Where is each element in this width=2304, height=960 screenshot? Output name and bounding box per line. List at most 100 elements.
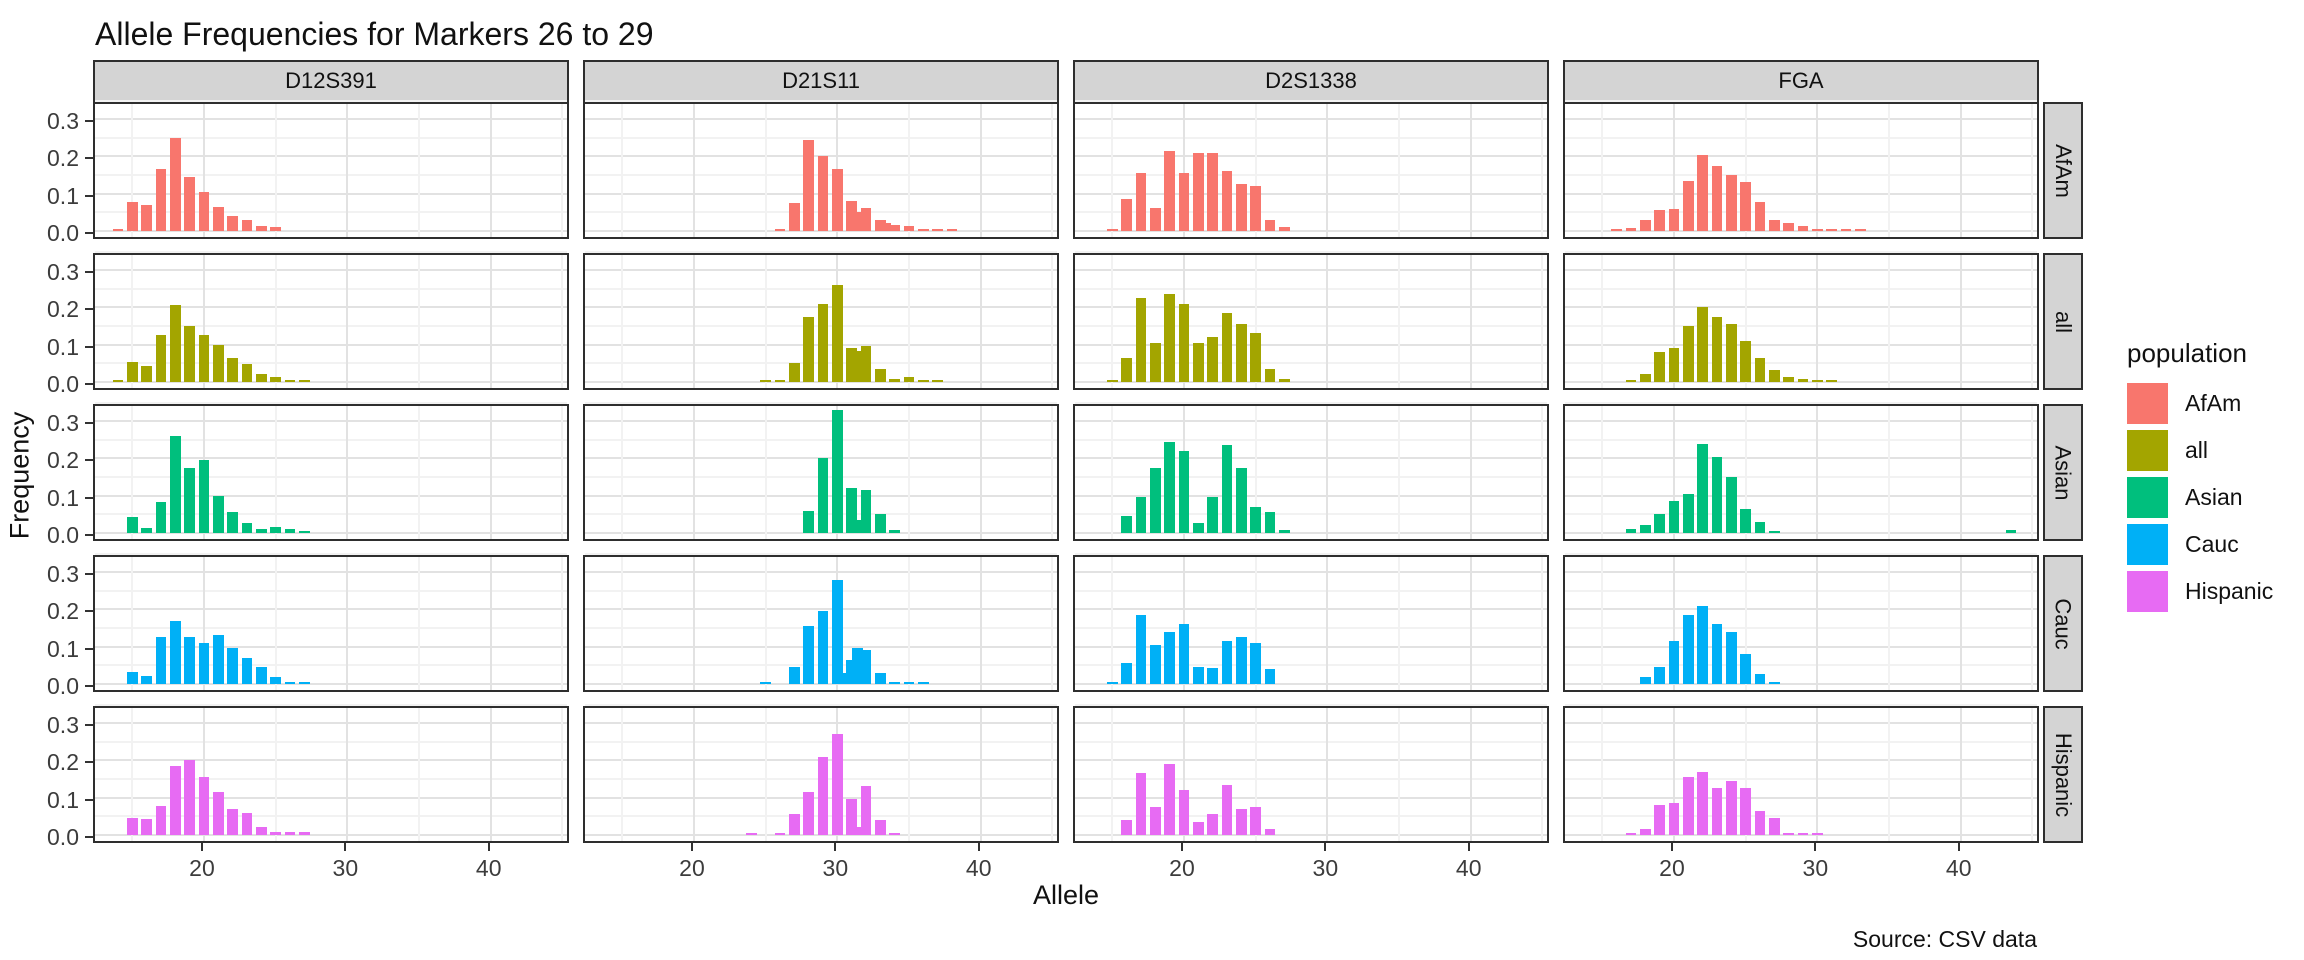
facet-panel: [583, 401, 1059, 541]
gridline-minor-v: [1601, 708, 1604, 841]
freq-bar: [846, 488, 857, 533]
freq-bar: [903, 226, 915, 231]
gridline-minor-v: [1111, 104, 1114, 237]
freq-bar: [946, 229, 958, 231]
freq-bar: [837, 672, 849, 684]
gridline-major-h: [95, 571, 567, 574]
gridline-minor-v: [561, 406, 564, 539]
gridline-major-v: [979, 708, 982, 841]
gridline-major-v: [1326, 406, 1329, 539]
freq-bar: [1236, 467, 1247, 533]
freq-bar: [1207, 668, 1218, 684]
freq-bar: [832, 285, 843, 382]
y-axis-tick: [85, 835, 93, 838]
legend-label: Cauc: [2185, 531, 2239, 557]
gridline-major-v: [346, 708, 349, 841]
freq-bar: [1121, 357, 1132, 382]
freq-bar: [1150, 467, 1161, 533]
gridline-major-h: [1075, 833, 1547, 836]
freq-bar: [880, 223, 892, 231]
facet-column-strip: D12S391: [93, 60, 569, 102]
gridline-major-h: [95, 155, 567, 158]
freq-bar: [1711, 316, 1723, 382]
freq-bar: [270, 526, 281, 533]
freq-bar: [1264, 829, 1276, 835]
gridline-major-h: [1075, 155, 1547, 158]
gridline-minor-v: [764, 406, 767, 539]
freq-bar: [1625, 228, 1637, 231]
freq-bar: [227, 215, 238, 231]
legend-item: Asian: [2127, 477, 2273, 518]
gridline-minor-v: [2031, 557, 2034, 690]
gridline-major-h: [1075, 380, 1547, 383]
freq-bar: [1164, 441, 1175, 533]
gridline-minor-h: [95, 476, 567, 478]
x-tick-label: 20: [1169, 855, 1195, 881]
freq-bar: [1164, 764, 1175, 835]
gridline-minor-h: [95, 362, 567, 365]
facet-row-label: Hispanic: [2051, 732, 2076, 817]
freq-bar: [1769, 682, 1780, 684]
freq-bar: [270, 377, 281, 382]
legend-label: AfAm: [2185, 390, 2242, 416]
freq-bar: [852, 648, 863, 684]
freq-bar: [789, 202, 800, 231]
freq-bar: [184, 326, 195, 382]
legend-item: AfAm: [2127, 383, 2273, 424]
gridline-minor-h: [1075, 99, 1547, 102]
gridline-major-h: [1565, 457, 2037, 460]
freq-bar: [789, 363, 800, 382]
gridline-major-v: [1469, 708, 1472, 841]
gridline-major-v: [1672, 104, 1675, 237]
gridline-minor-h: [1075, 664, 1547, 667]
freq-bar: [198, 335, 210, 382]
x-tick-label: 40: [1945, 855, 1972, 881]
freq-bar: [1178, 303, 1190, 382]
gridline-minor-h: [585, 250, 1057, 253]
gridline-major-h: [1565, 229, 2037, 232]
freq-bar: [284, 682, 296, 684]
gridline-major-v: [1959, 255, 1962, 388]
legend-title: population: [2127, 338, 2247, 368]
gridline-minor-v: [1888, 708, 1891, 841]
freq-bar: [746, 833, 757, 835]
freq-bar: [1740, 508, 1751, 533]
facet-panel: [1073, 250, 1549, 390]
gridline-major-h: [585, 457, 1057, 460]
freq-bar: [241, 363, 253, 382]
gridline-minor-h: [95, 552, 567, 555]
facet-row-strip: all: [2043, 253, 2083, 390]
gridline-minor-v: [1111, 708, 1114, 841]
gridline-major-v: [1816, 406, 1819, 539]
freq-bar: [170, 304, 181, 382]
gridline-minor-h: [585, 287, 1057, 290]
gridline-major-h: [585, 229, 1057, 232]
gridline-major-v: [346, 406, 349, 539]
gridline-major-h: [95, 420, 567, 423]
gridline-major-h: [1565, 796, 2037, 799]
gridline-minor-h: [1565, 99, 2037, 102]
gridline-major-v: [979, 406, 982, 539]
freq-bar: [1826, 380, 1837, 382]
freq-bar: [1107, 229, 1118, 231]
gridline-minor-h: [1565, 325, 2037, 327]
gridline-minor-v: [1888, 557, 1891, 690]
gridline-minor-v: [131, 406, 134, 539]
legend-item: all: [2127, 430, 2273, 471]
freq-bar: [1236, 637, 1247, 684]
facet-column-label: FGA: [1778, 68, 1824, 93]
gridline-major-v: [979, 557, 982, 690]
gridline-minor-v: [1541, 104, 1544, 237]
gridline-minor-h: [1075, 362, 1547, 365]
freq-bar: [155, 169, 167, 231]
freq-bar: [1107, 380, 1118, 382]
x-axis-tick: [487, 843, 490, 851]
freq-bar: [1250, 642, 1261, 684]
freq-bar: [875, 368, 886, 382]
gridline-major-h: [1075, 494, 1547, 497]
gridline-major-v: [1182, 557, 1185, 690]
x-axis-title: Allele: [1032, 880, 1100, 910]
facet-column-strip: D2S1338: [1073, 60, 1549, 102]
gridline-minor-h: [95, 99, 567, 102]
gridline-minor-h: [95, 287, 567, 290]
